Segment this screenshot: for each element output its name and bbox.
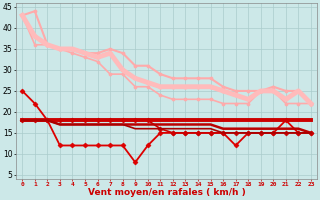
X-axis label: Vent moyen/en rafales ( km/h ): Vent moyen/en rafales ( km/h ) [88,188,245,197]
